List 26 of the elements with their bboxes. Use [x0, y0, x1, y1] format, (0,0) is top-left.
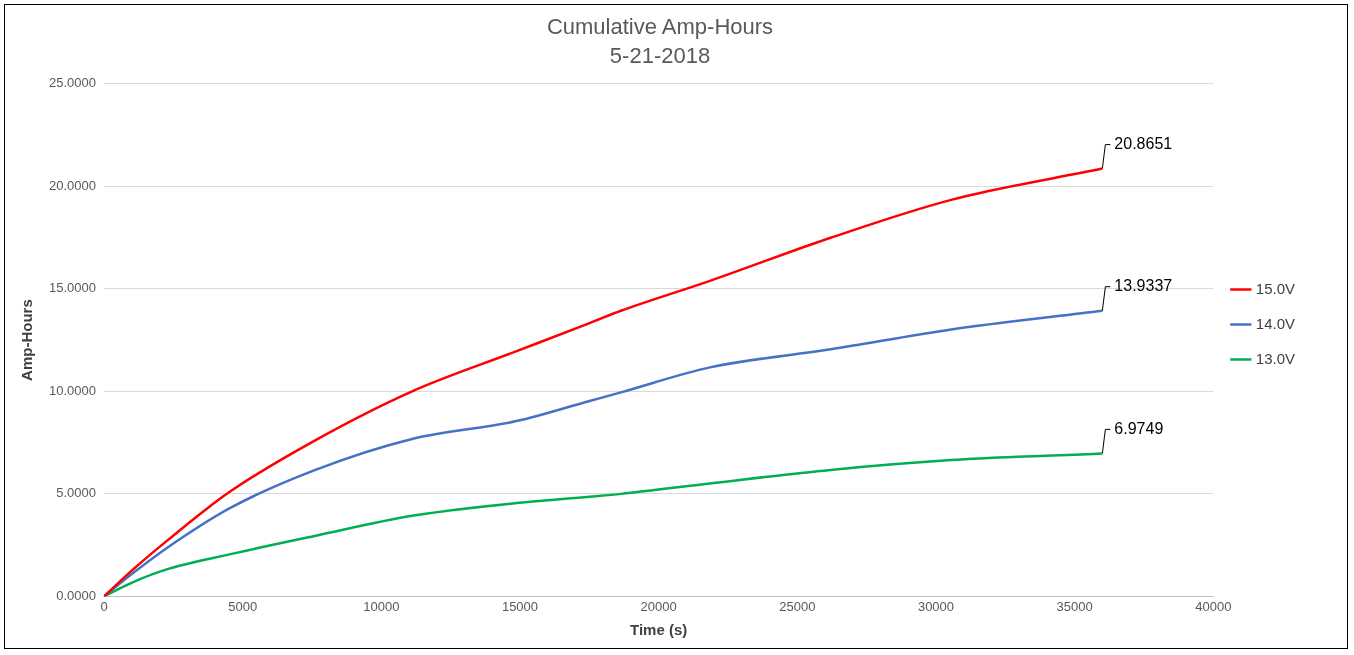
x-tick-label: 30000 [917, 598, 955, 614]
x-tick-label: 35000 [1056, 598, 1093, 614]
y-tick-label: 10.0000 [48, 382, 96, 398]
data-label: 6.9749 [1114, 419, 1164, 437]
y-tick-label: 25.0000 [48, 75, 96, 91]
data-label: 13.9337 [1114, 277, 1173, 295]
x-tick-label: 15000 [501, 598, 539, 614]
chart-subtitle: 5-21-2018 [609, 42, 711, 68]
legend-label: 15.0V [1255, 279, 1295, 297]
chart-title: Cumulative Amp-Hours [546, 14, 774, 40]
legend-label: 14.0V [1255, 314, 1295, 332]
y-tick-label: 15.0000 [48, 280, 96, 296]
x-tick-label: 40000 [1195, 598, 1232, 614]
x-tick-label: 20000 [640, 598, 677, 614]
x-tick-label: 25000 [779, 598, 816, 614]
x-tick-label: 10000 [363, 598, 400, 614]
y-tick-label: 0.0000 [56, 587, 96, 603]
y-axis-title: Amp-Hours [18, 299, 36, 381]
x-axis-title: Time (s) [630, 621, 688, 639]
data-label: 20.8651 [1114, 134, 1173, 152]
x-tick-label: 0 [100, 598, 108, 614]
y-tick-label: 20.0000 [48, 177, 96, 193]
y-tick-label: 5.0000 [56, 485, 96, 501]
legend-label: 13.0V [1255, 349, 1295, 367]
line-series [103, 167, 1104, 597]
x-tick-label: 5000 [228, 598, 258, 614]
